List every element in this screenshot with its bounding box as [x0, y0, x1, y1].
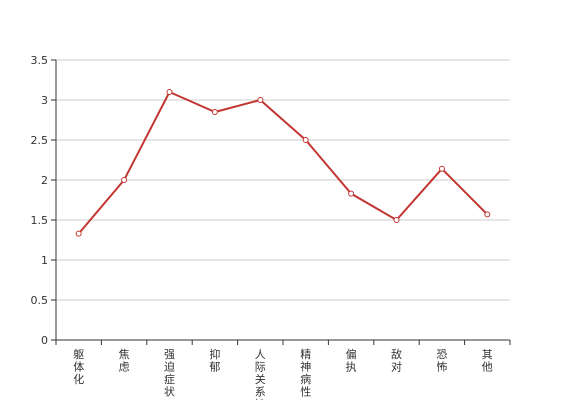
y-tick-label: 3 [41, 94, 48, 107]
y-tick-label: 0.5 [31, 294, 49, 307]
y-tick-labels: 0 0.5 1 1.5 2 2.5 3 3.5 [31, 54, 49, 347]
y-tick-label: 1.5 [31, 214, 49, 227]
y-tick-label: 0 [41, 334, 48, 347]
data-point[interactable] [348, 190, 355, 197]
x-tick-label: 恐怖 [436, 348, 447, 374]
x-tick-label: 强迫症状 [164, 348, 175, 399]
y-tick-label: 1 [41, 254, 48, 267]
x-tick-label: 敌对 [391, 347, 402, 374]
x-tick-label: 精神病性 [300, 348, 311, 399]
data-point[interactable] [257, 97, 264, 103]
data-point[interactable] [484, 211, 491, 218]
grid-lines [56, 59, 510, 301]
data-point[interactable] [393, 217, 400, 223]
series-line [77, 91, 489, 235]
series-layer [75, 89, 491, 237]
axes [51, 59, 511, 345]
data-point[interactable] [166, 89, 173, 95]
x-tick-label: 抑郁 [209, 347, 220, 374]
data-point[interactable] [211, 109, 218, 115]
data-point[interactable] [75, 230, 82, 237]
x-tick-label: 人际关系敏感 [255, 348, 266, 400]
y-tick-label: 2 [41, 174, 48, 187]
x-tick-label: 偏执 [346, 347, 357, 374]
data-point[interactable] [438, 165, 445, 172]
x-tick-label: 躯体化 [73, 348, 84, 386]
x-tick-labels: 躯体化 焦虑 强迫症状 抑郁 人际关系敏感 精神病性 偏执 敌对 恐怖 其他 [73, 347, 493, 404]
y-tick-label: 3.5 [31, 54, 49, 67]
data-point[interactable] [121, 177, 128, 183]
x-tick-label: 其他 [482, 348, 493, 374]
y-tick-label: 2.5 [31, 134, 49, 147]
data-point[interactable] [302, 137, 309, 143]
x-tick-label: 焦虑 [119, 348, 130, 374]
